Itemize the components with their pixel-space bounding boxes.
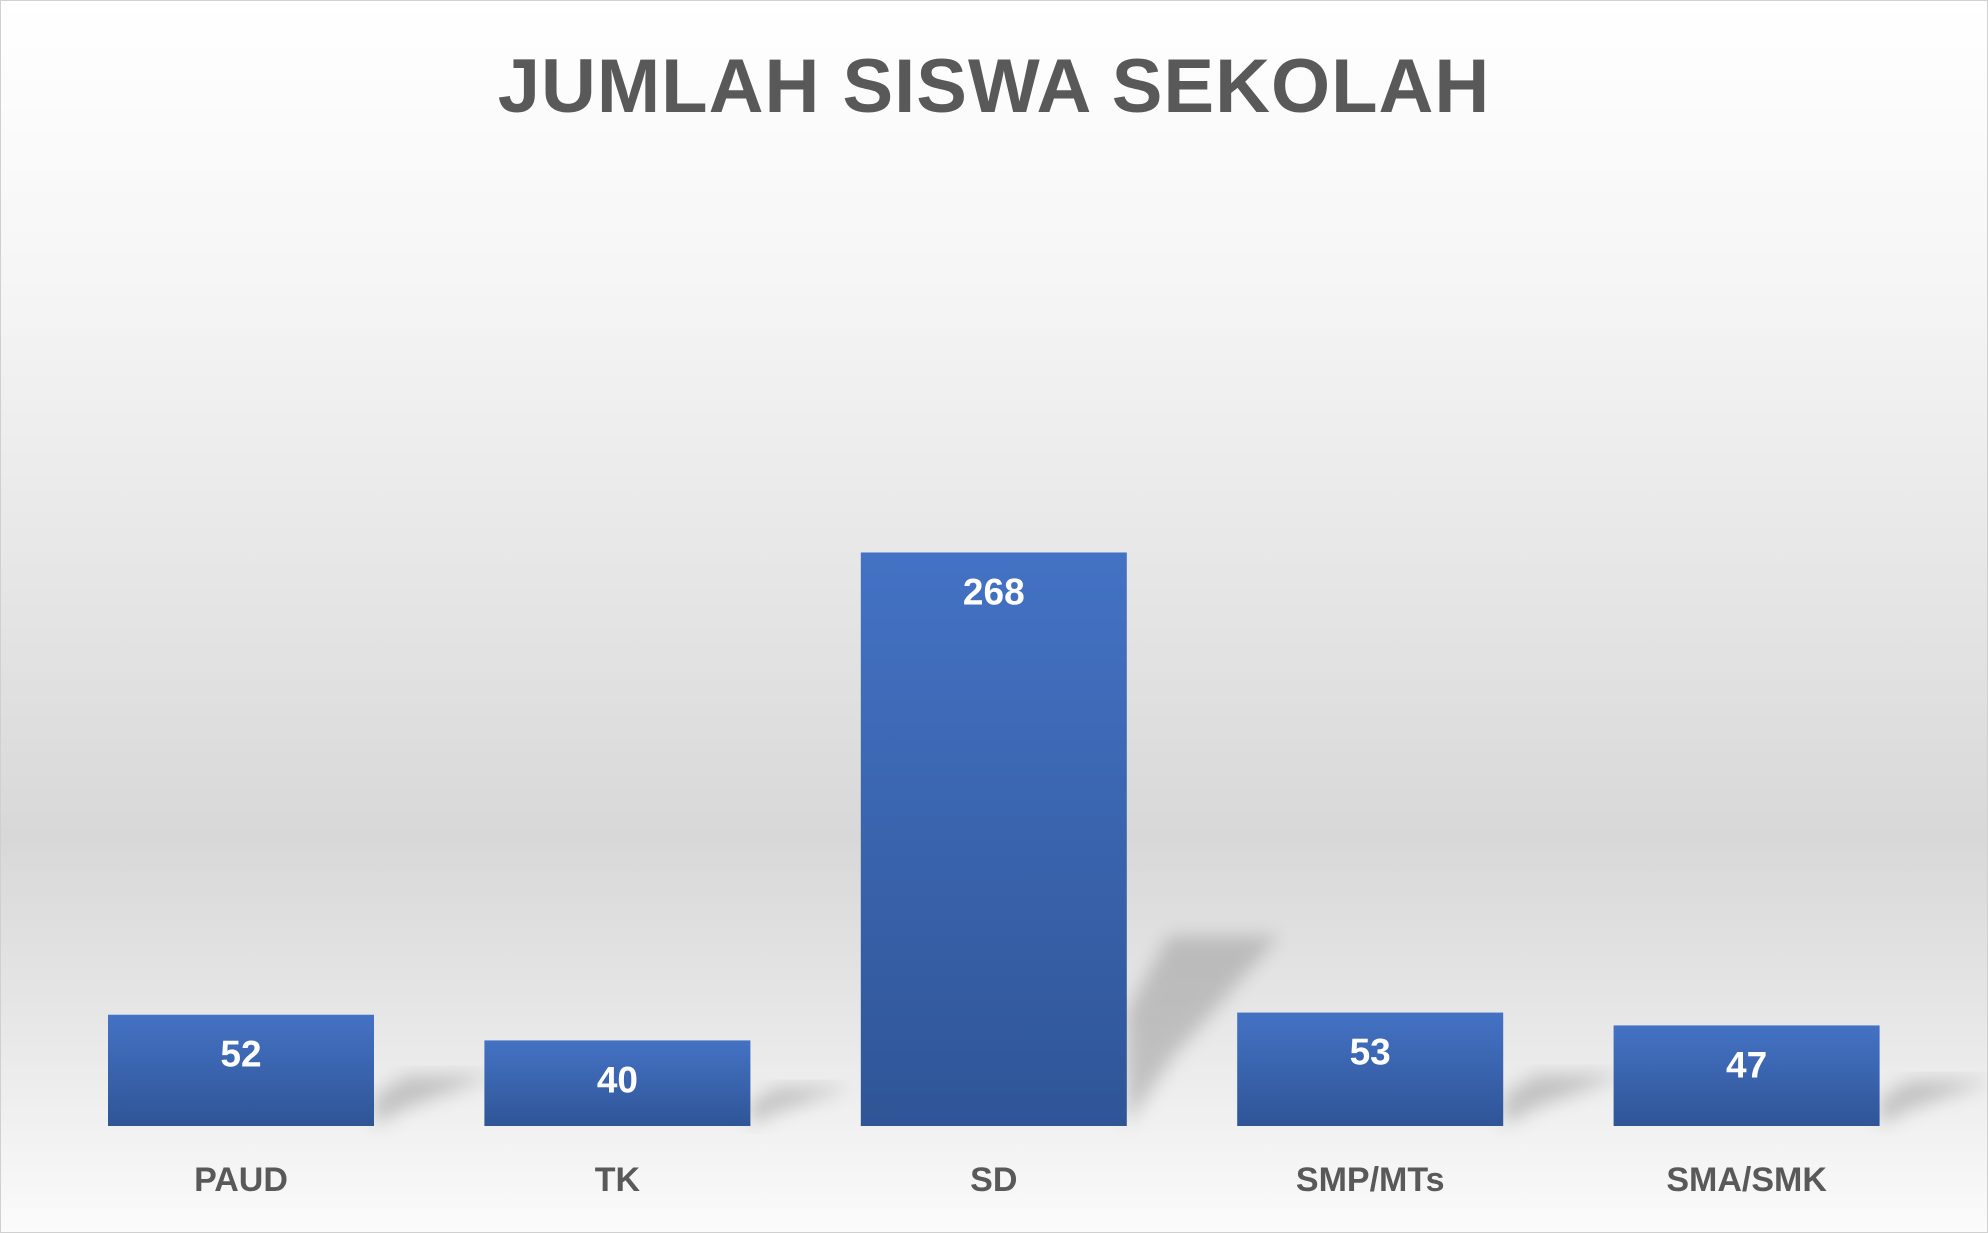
bar-sma-smk	[1613, 1025, 1880, 1126]
bar-shadow	[1126, 936, 1279, 1126]
bar-shadows	[374, 936, 1987, 1126]
chart-title: JUMLAH SISWA SEKOLAH	[497, 44, 1491, 129]
data-label: 40	[597, 1059, 638, 1100]
bar-paud	[108, 1014, 374, 1126]
bar-tk	[484, 1040, 751, 1126]
data-label: 47	[1726, 1044, 1767, 1085]
bar-shadow	[750, 1087, 851, 1126]
category-label: PAUD	[194, 1161, 288, 1199]
category-axis-labels: PAUD TK SD SMP/MTs SMA/SMK	[194, 1161, 1827, 1199]
category-label: SMA/SMK	[1666, 1161, 1827, 1199]
data-label: 52	[220, 1034, 261, 1075]
bar-shadow	[374, 1075, 492, 1126]
category-label: SMP/MTs	[1296, 1161, 1445, 1199]
bar-shadow	[1879, 1080, 1987, 1126]
bar-shadow	[1503, 1074, 1623, 1126]
bar-smp-mts	[1237, 1012, 1504, 1126]
data-label: 53	[1350, 1032, 1391, 1073]
category-label: SD	[970, 1161, 1017, 1199]
bar-sd	[860, 552, 1127, 1126]
category-label: TK	[595, 1161, 641, 1199]
data-label: 268	[963, 571, 1025, 612]
bars	[108, 552, 1880, 1126]
data-labels: 52 40 268 53 47	[220, 571, 1767, 1100]
